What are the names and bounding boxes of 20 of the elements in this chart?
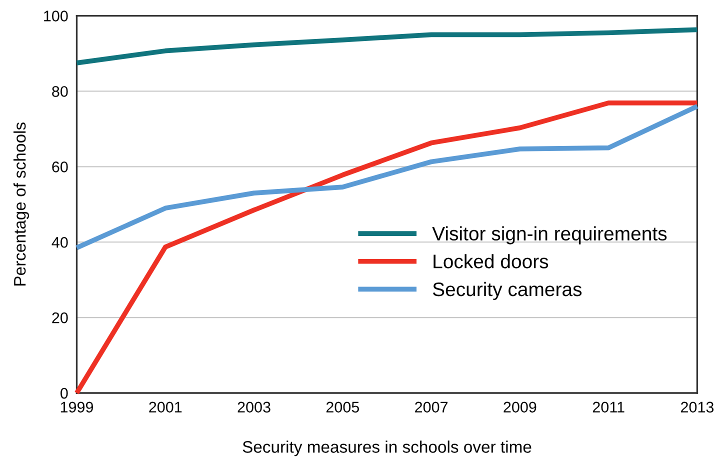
y-tick-label: 40 bbox=[52, 236, 68, 248]
legend-label: Security cameras bbox=[432, 282, 582, 300]
x-axis-title: Security measures in schools over time bbox=[242, 440, 532, 456]
x-tick-label: 2011 bbox=[592, 402, 624, 413]
y-tick-label: 20 bbox=[52, 312, 68, 324]
y-tick-label: 60 bbox=[52, 162, 68, 172]
y-axis-title: Percentage of schools bbox=[14, 122, 30, 286]
x-tick-label: 1999 bbox=[60, 402, 94, 413]
x-tick-label: 2003 bbox=[238, 402, 270, 413]
y-tick-label: 0 bbox=[60, 388, 68, 399]
x-tick-label: 2001 bbox=[149, 402, 182, 413]
y-tick-label: 80 bbox=[52, 86, 68, 97]
legend-label: Visitor sign-in requirements bbox=[432, 226, 667, 244]
legend-label: Locked doors bbox=[434, 254, 548, 268]
x-tick-label: 2007 bbox=[415, 402, 448, 413]
x-tick-label: 2009 bbox=[504, 402, 536, 413]
line-series bbox=[74, 104, 700, 250]
x-tick-label: 2005 bbox=[326, 402, 360, 413]
y-tick-label: 100 bbox=[44, 10, 68, 22]
x-tick-label: 2013 bbox=[680, 402, 714, 413]
